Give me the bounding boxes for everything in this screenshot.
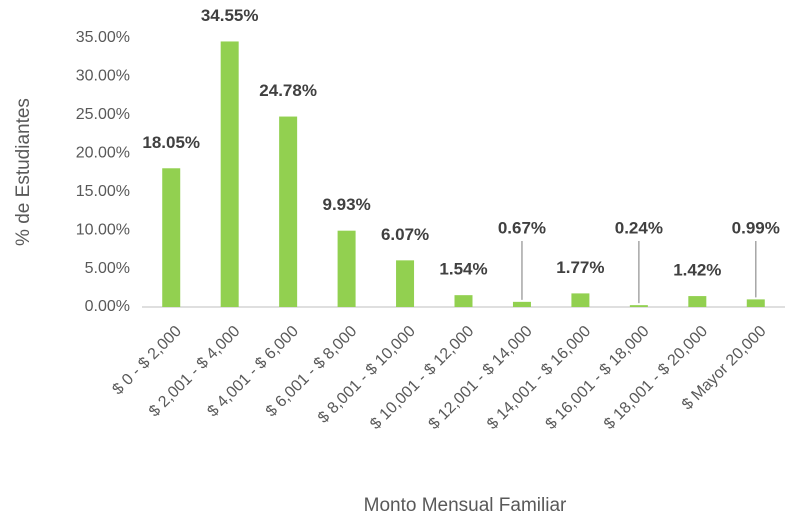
data-label: 18.05% <box>142 133 200 152</box>
bar <box>688 296 707 307</box>
data-label: 24.78% <box>259 81 317 100</box>
x-tick-label: $ 18,001 - $ 20,000 <box>601 323 711 433</box>
y-tick-label: 35.00% <box>76 29 130 46</box>
bar <box>571 293 590 307</box>
data-label: 34.55% <box>201 6 259 25</box>
bar <box>512 301 531 307</box>
data-label: 1.54% <box>439 260 487 279</box>
data-label: 6.07% <box>381 225 429 244</box>
x-tick-label: $ 8,001 - $ 10,000 <box>315 323 419 427</box>
y-tick-label: 25.00% <box>76 106 130 123</box>
y-tick-label: 15.00% <box>76 183 130 200</box>
bar <box>162 168 181 307</box>
data-label: 0.24% <box>615 218 663 237</box>
x-axis-title: Monto Mensual Familiar <box>364 495 567 516</box>
y-tick-label: 0.00% <box>85 298 130 315</box>
y-tick-label: 30.00% <box>76 68 130 85</box>
bar <box>396 260 415 307</box>
y-tick-label: 5.00% <box>85 260 130 277</box>
y-axis-title: % de Estudiantes <box>13 98 34 246</box>
y-tick-label: 20.00% <box>76 145 130 162</box>
bar <box>220 41 239 308</box>
bar <box>279 116 298 307</box>
data-label: 0.67% <box>498 218 546 237</box>
data-label: 1.42% <box>673 261 721 280</box>
data-label: 1.77% <box>556 258 604 277</box>
data-label: 0.99% <box>732 218 780 237</box>
data-label: 9.93% <box>322 195 370 214</box>
y-tick-label: 10.00% <box>76 221 130 238</box>
x-tick-label: $ 16,001 - $ 18,000 <box>543 323 653 433</box>
bar <box>746 299 765 307</box>
bar <box>337 230 356 307</box>
x-tick-label: $ 14,001 - $ 16,000 <box>484 323 594 433</box>
bar <box>454 295 473 307</box>
bar <box>629 305 648 307</box>
x-tick-label: $ 10,001 - $ 12,000 <box>367 323 477 433</box>
x-tick-label: $ 12,001 - $ 14,000 <box>426 323 536 433</box>
